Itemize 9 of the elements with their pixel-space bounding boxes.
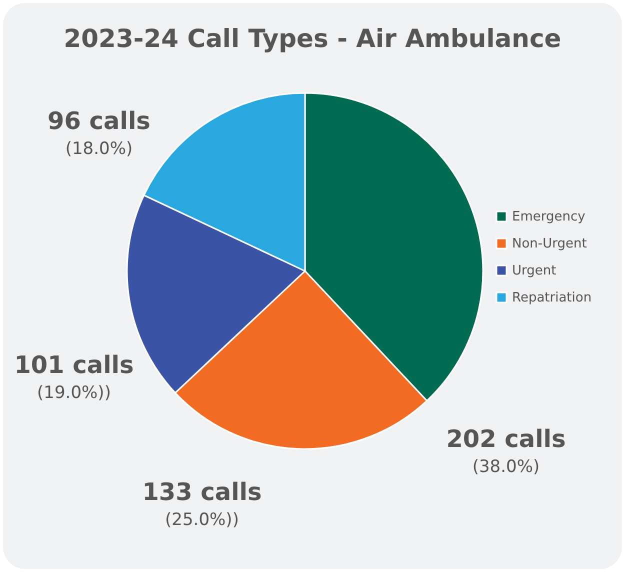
legend-label: Emergency xyxy=(512,210,586,224)
text: 202 calls (38.0%) xyxy=(446,425,566,477)
legend-label: Repatriation xyxy=(512,290,592,306)
text: 133 calls (25.0%)) xyxy=(142,478,262,530)
text: 96 calls (18.0%) xyxy=(48,107,150,159)
text: 101 calls (19.0%)) xyxy=(14,351,134,403)
legend-label: Urgent xyxy=(512,264,556,278)
legend-label: Non-Urgent xyxy=(512,236,587,252)
chart-title: 2023-24 Call Types - Air Ambulance xyxy=(64,24,562,53)
